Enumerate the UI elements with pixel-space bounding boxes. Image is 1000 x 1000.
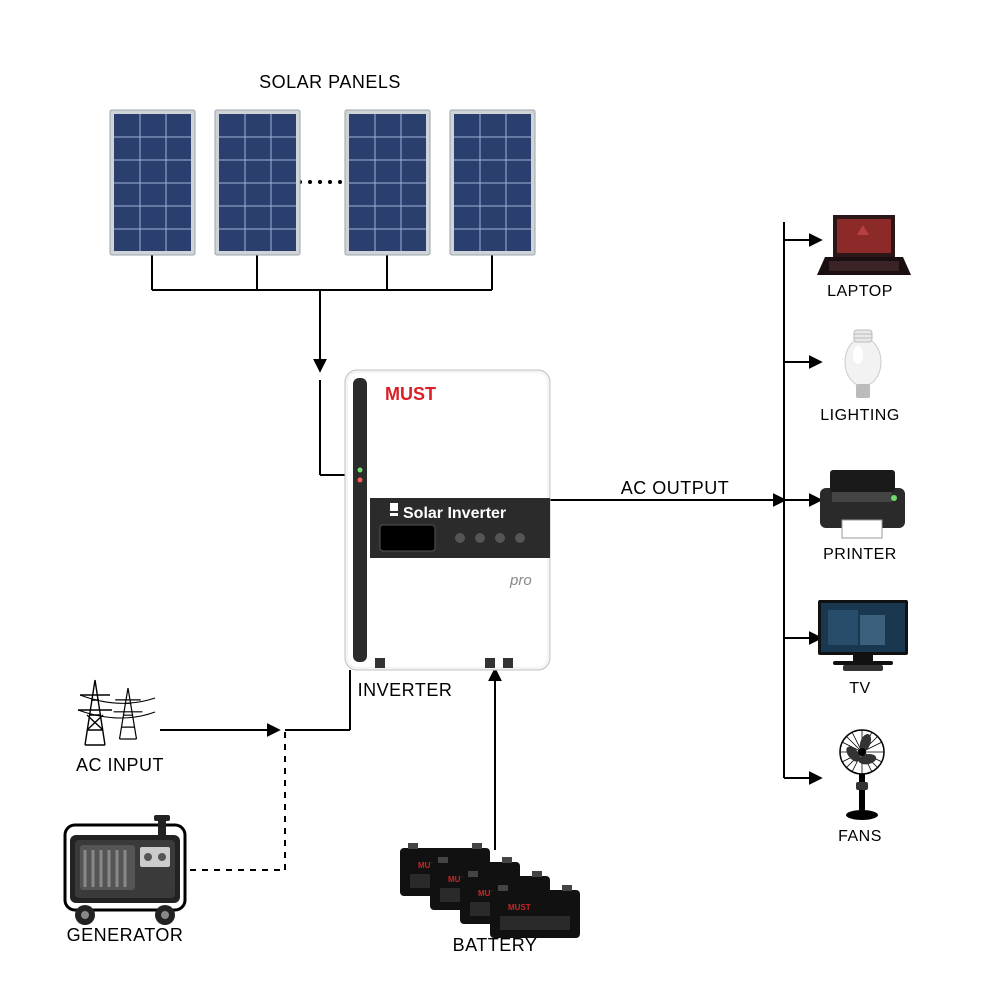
wiring-svg [0, 0, 1000, 1000]
